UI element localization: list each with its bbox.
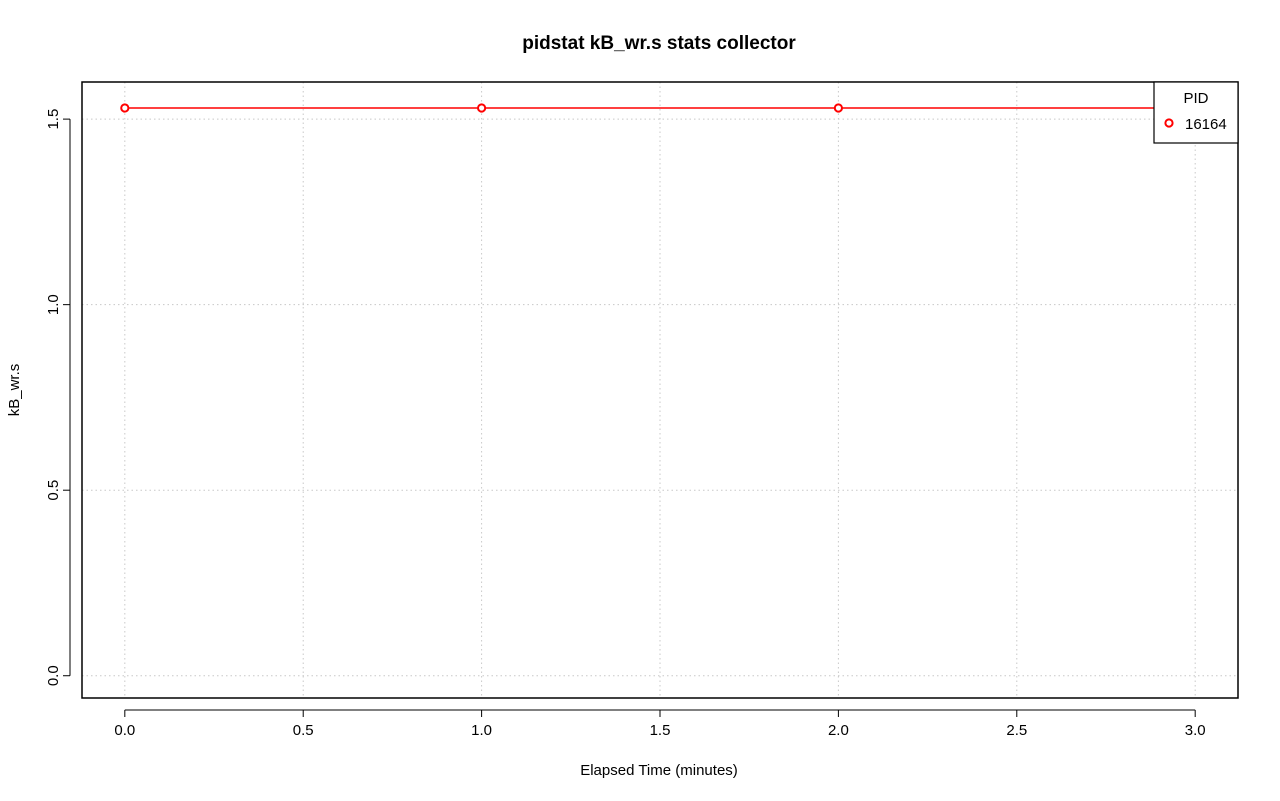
x-tick-label: 2.5 [1006,722,1027,739]
x-tick-label: 3.0 [1185,722,1206,739]
y-tick-label: 0.0 [45,665,62,686]
x-axis: 0.0 0.5 1.0 1.5 2.0 2.5 3.0 [114,709,1206,739]
legend-title: PID [1183,90,1208,107]
legend: PID 16164 [1153,81,1239,144]
data-point-16164 [477,103,487,113]
legend-marker-16164 [1164,118,1174,128]
x-tick-label: 2.0 [828,722,849,739]
data-point-16164 [120,103,130,113]
chart-title: pidstat kB_wr.s stats collector [522,33,796,54]
legend-box [1153,81,1239,144]
legend-entry-16164: 16164 [1185,116,1227,133]
x-tick-label: 1.5 [650,722,671,739]
y-tick-label: 0.5 [45,480,62,501]
y-axis-label: kB_wr.s [6,364,23,417]
x-axis-label: Elapsed Time (minutes) [580,762,738,779]
data-point-16164 [833,103,843,113]
x-tick-label: 0.5 [293,722,314,739]
y-axis: 0.0 0.5 1.0 1.5 [45,109,71,686]
plot-frame [81,81,1239,699]
y-tick-label: 1.0 [45,294,62,315]
grid [82,82,1238,698]
x-tick-label: 0.0 [114,722,135,739]
x-tick-label: 1.0 [471,722,492,739]
y-tick-label: 1.5 [45,109,62,130]
